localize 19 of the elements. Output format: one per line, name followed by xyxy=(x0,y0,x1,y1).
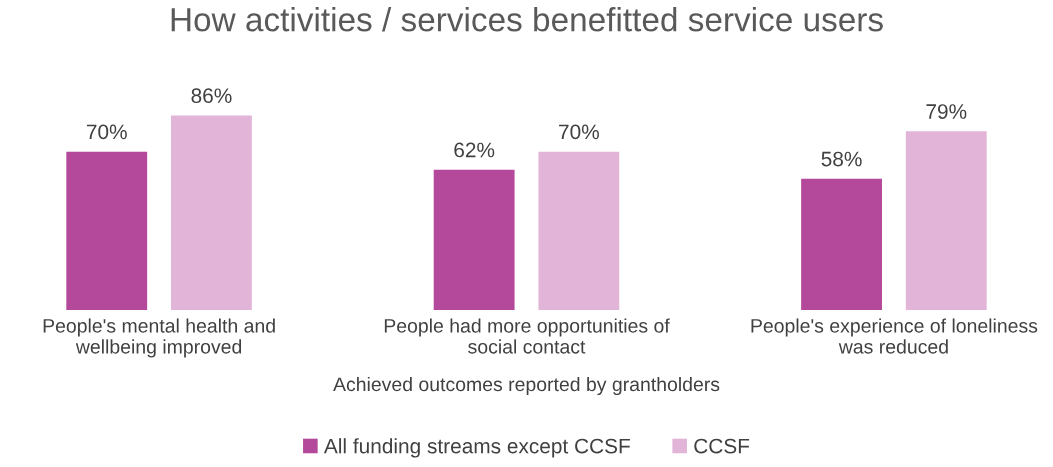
data-label: 86% xyxy=(191,88,232,104)
bar xyxy=(538,151,620,311)
chart-title: How activities / services benefitted service users xyxy=(171,7,883,32)
x-tick-label: People's mental health and wellbeing improved xyxy=(43,318,275,358)
bar xyxy=(801,178,882,311)
bar xyxy=(171,115,252,311)
x-tick-label: People had more opportunities of social contact xyxy=(384,318,670,354)
data-label: 79% xyxy=(926,104,967,119)
data-label: 70% xyxy=(86,124,127,140)
legend-label: All funding streams except CCSF xyxy=(323,438,630,458)
data-label: 58% xyxy=(821,151,862,167)
x-axis-title: Achieved outcomes reported by grantholders xyxy=(333,376,720,396)
data-label: 70% xyxy=(559,124,599,140)
bar xyxy=(66,151,148,311)
bar xyxy=(433,169,515,311)
x-tick-label: People's experience of loneliness was reduced xyxy=(751,318,1038,354)
legend-label: CCSF xyxy=(694,438,750,454)
bar xyxy=(905,131,987,311)
data-label: 62% xyxy=(454,142,495,158)
